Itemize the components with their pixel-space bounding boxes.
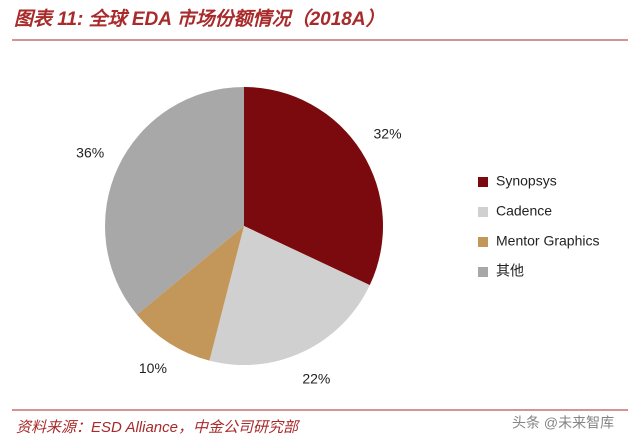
legend-label: Synopsys	[496, 173, 557, 189]
pie-slice	[244, 87, 383, 286]
data-label: 10%	[139, 360, 167, 376]
pie-slice	[136, 226, 244, 361]
legend-swatch	[478, 237, 488, 247]
legend-swatch	[478, 177, 488, 187]
legend-label: 其他	[496, 263, 524, 279]
legend-label: Mentor Graphics	[496, 233, 599, 249]
legend-swatch	[478, 207, 488, 217]
legend-label: Cadence	[496, 203, 552, 219]
data-label: 36%	[76, 144, 104, 160]
data-label: 32%	[374, 126, 402, 142]
legend-swatch	[478, 267, 488, 277]
pie-slice	[105, 87, 245, 315]
watermark: 头条 @未来智库	[512, 415, 614, 431]
data-label: 22%	[302, 371, 330, 387]
chart-title: 图表 11: 全球 EDA 市场份额情况（2018A）	[14, 8, 385, 30]
pie-slice	[209, 226, 370, 365]
source: 资料来源：ESD Alliance，中金公司研究部	[16, 419, 301, 436]
